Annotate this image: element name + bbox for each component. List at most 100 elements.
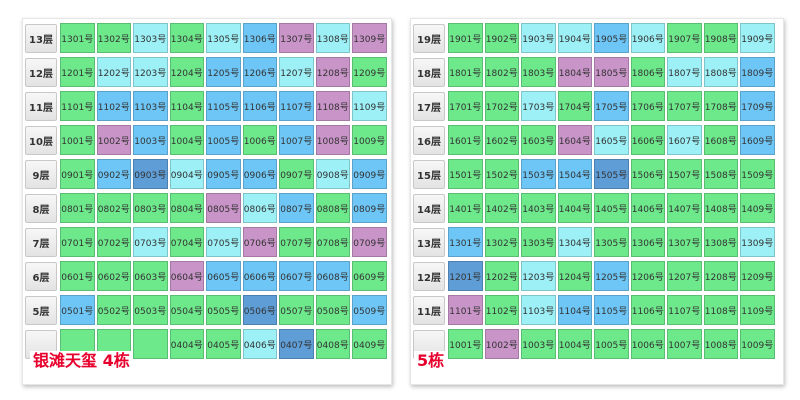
- unit-0907号[interactable]: 0907号: [279, 159, 314, 189]
- unit-0408号[interactable]: 0408号: [315, 329, 350, 359]
- unit-0704号[interactable]: 0704号: [169, 227, 204, 257]
- unit-0708号[interactable]: 0708号: [315, 227, 350, 257]
- unit-0608号[interactable]: 0608号: [315, 261, 350, 291]
- unit-1607号[interactable]: 1607号: [667, 125, 702, 155]
- unit-0503号[interactable]: 0503号: [133, 295, 168, 325]
- unit-1803号[interactable]: 1803号: [521, 57, 556, 87]
- unit-1006号[interactable]: 1006号: [630, 329, 665, 359]
- unit-1906号[interactable]: 1906号: [630, 23, 665, 53]
- unit-0601号[interactable]: 0601号: [60, 261, 95, 291]
- unit-1303号[interactable]: 1303号: [521, 227, 556, 257]
- unit-1402号[interactable]: 1402号: [484, 193, 519, 223]
- unit-1109号[interactable]: 1109号: [740, 295, 775, 325]
- unit-1704号[interactable]: 1704号: [557, 91, 592, 121]
- unit-1601号[interactable]: 1601号: [448, 125, 483, 155]
- unit-1702号[interactable]: 1702号: [484, 91, 519, 121]
- unit-0801号[interactable]: 0801号: [60, 193, 95, 223]
- unit-1005号[interactable]: 1005号: [594, 329, 629, 359]
- unit-1603号[interactable]: 1603号: [521, 125, 556, 155]
- unit-1203号[interactable]: 1203号: [521, 261, 556, 291]
- unit-1201号[interactable]: 1201号: [60, 57, 95, 87]
- unit-1502号[interactable]: 1502号: [484, 159, 519, 189]
- unit-1003号[interactable]: 1003号: [521, 329, 556, 359]
- unit-1207号[interactable]: 1207号: [667, 261, 702, 291]
- unit-1701号[interactable]: 1701号: [448, 91, 483, 121]
- unit-1306号[interactable]: 1306号: [630, 227, 665, 257]
- unit-1205号[interactable]: 1205号: [206, 57, 241, 87]
- unit-1208号[interactable]: 1208号: [703, 261, 738, 291]
- unit-1207号[interactable]: 1207号: [279, 57, 314, 87]
- unit-1104号[interactable]: 1104号: [169, 91, 204, 121]
- unit-0409号[interactable]: 0409号: [352, 329, 387, 359]
- unit-1503号[interactable]: 1503号: [521, 159, 556, 189]
- unit-1007号[interactable]: 1007号: [667, 329, 702, 359]
- unit-0507号[interactable]: 0507号: [279, 295, 314, 325]
- unit-1002号[interactable]: 1002号: [484, 329, 519, 359]
- unit-1608号[interactable]: 1608号: [703, 125, 738, 155]
- unit-1201号[interactable]: 1201号: [448, 261, 483, 291]
- unit-1105号[interactable]: 1105号: [594, 295, 629, 325]
- unit-1009号[interactable]: 1009号: [740, 329, 775, 359]
- unit-1002号[interactable]: 1002号: [96, 125, 131, 155]
- unit-0903号[interactable]: 0903号: [133, 159, 168, 189]
- unit-1805号[interactable]: 1805号: [594, 57, 629, 87]
- unit-0703号[interactable]: 0703号: [133, 227, 168, 257]
- unit-1604号[interactable]: 1604号: [557, 125, 592, 155]
- unit-1306号[interactable]: 1306号: [242, 23, 277, 53]
- unit-1307号[interactable]: 1307号: [279, 23, 314, 53]
- unit-0909号[interactable]: 0909号: [352, 159, 387, 189]
- unit-0806号[interactable]: 0806号: [242, 193, 277, 223]
- unit-1403号[interactable]: 1403号: [521, 193, 556, 223]
- unit-0701号[interactable]: 0701号: [60, 227, 95, 257]
- unit-0407号[interactable]: 0407号: [279, 329, 314, 359]
- unit-0709号[interactable]: 0709号: [352, 227, 387, 257]
- unit-1304号[interactable]: 1304号: [557, 227, 592, 257]
- unit-1305号[interactable]: 1305号: [206, 23, 241, 53]
- unit-0805号[interactable]: 0805号: [206, 193, 241, 223]
- unit-1407号[interactable]: 1407号: [667, 193, 702, 223]
- unit-1907号[interactable]: 1907号: [667, 23, 702, 53]
- unit-0504号[interactable]: 0504号: [169, 295, 204, 325]
- unit-1102号[interactable]: 1102号: [484, 295, 519, 325]
- unit-1004号[interactable]: 1004号: [169, 125, 204, 155]
- unit-0605号[interactable]: 0605号: [206, 261, 241, 291]
- unit-1409号[interactable]: 1409号: [740, 193, 775, 223]
- unit-1602号[interactable]: 1602号: [484, 125, 519, 155]
- unit-1109号[interactable]: 1109号: [352, 91, 387, 121]
- unit-1307号[interactable]: 1307号: [667, 227, 702, 257]
- unit-1001号[interactable]: 1001号: [60, 125, 95, 155]
- unit-1007号[interactable]: 1007号: [279, 125, 314, 155]
- unit-1308号[interactable]: 1308号: [703, 227, 738, 257]
- unit-1809号[interactable]: 1809号: [740, 57, 775, 87]
- unit-1405号[interactable]: 1405号: [594, 193, 629, 223]
- unit-0406号[interactable]: 0406号: [242, 329, 277, 359]
- unit-0502号[interactable]: 0502号: [96, 295, 131, 325]
- unit-1505号[interactable]: 1505号: [594, 159, 629, 189]
- unit-1101号[interactable]: 1101号: [448, 295, 483, 325]
- unit-cell[interactable]: [133, 329, 168, 359]
- unit-1404号[interactable]: 1404号: [557, 193, 592, 223]
- unit-0808号[interactable]: 0808号: [315, 193, 350, 223]
- unit-1903号[interactable]: 1903号: [521, 23, 556, 53]
- unit-1008号[interactable]: 1008号: [703, 329, 738, 359]
- unit-0604号[interactable]: 0604号: [169, 261, 204, 291]
- unit-1908号[interactable]: 1908号: [703, 23, 738, 53]
- unit-1103号[interactable]: 1103号: [521, 295, 556, 325]
- unit-1206号[interactable]: 1206号: [630, 261, 665, 291]
- unit-0607号[interactable]: 0607号: [279, 261, 314, 291]
- unit-0906号[interactable]: 0906号: [242, 159, 277, 189]
- unit-0802号[interactable]: 0802号: [96, 193, 131, 223]
- unit-1308号[interactable]: 1308号: [315, 23, 350, 53]
- unit-1901号[interactable]: 1901号: [448, 23, 483, 53]
- unit-0803号[interactable]: 0803号: [133, 193, 168, 223]
- unit-1302号[interactable]: 1302号: [96, 23, 131, 53]
- unit-0508号[interactable]: 0508号: [315, 295, 350, 325]
- unit-1003号[interactable]: 1003号: [133, 125, 168, 155]
- unit-1406号[interactable]: 1406号: [630, 193, 665, 223]
- unit-1807号[interactable]: 1807号: [667, 57, 702, 87]
- unit-1804号[interactable]: 1804号: [557, 57, 592, 87]
- unit-1801号[interactable]: 1801号: [448, 57, 483, 87]
- unit-1304号[interactable]: 1304号: [169, 23, 204, 53]
- unit-0905号[interactable]: 0905号: [206, 159, 241, 189]
- unit-0908号[interactable]: 0908号: [315, 159, 350, 189]
